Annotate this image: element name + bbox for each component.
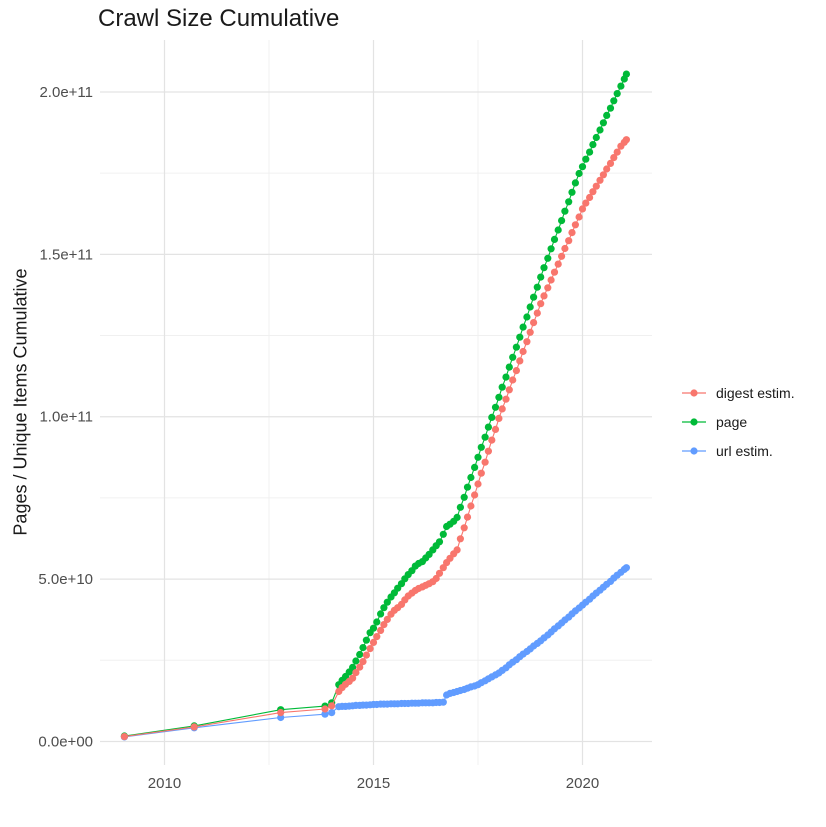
- legend-label-digest-estim: digest estim.: [716, 384, 795, 401]
- legend-key-icon-digest-estim: [682, 388, 706, 397]
- x-axis-tick-labels: 2010 2015 2020: [148, 775, 599, 792]
- legend-label-url-estim: url estim.: [716, 442, 773, 459]
- series-page: [120, 70, 631, 740]
- y-tick-label: 0.0e+00: [38, 733, 93, 750]
- legend: digest estim. page url estim.: [681, 378, 795, 465]
- legend-item-url-estim: url estim.: [681, 436, 795, 465]
- y-axis-tick-labels: 0.0e+00 5.0e+10 1.0e+11 1.5e+11 2.0e+11: [38, 84, 93, 750]
- y-tick-label: 1.0e+11: [39, 409, 93, 426]
- y-tick-label: 5.0e+10: [38, 571, 93, 588]
- series-line-url-estim: [124, 567, 627, 738]
- minor-gridlines: [100, 40, 652, 765]
- series-line-digest-estim: [124, 139, 627, 738]
- legend-key-icon-page: [682, 417, 706, 426]
- series-points-digest-estim: [120, 136, 631, 741]
- x-tick-label: 2015: [357, 775, 390, 792]
- major-gridlines: [100, 40, 652, 765]
- data-series: [120, 70, 631, 741]
- legend-label-page: page: [716, 413, 748, 430]
- series-url-estim: [120, 564, 631, 741]
- x-tick-label: 2010: [148, 775, 181, 792]
- legend-key-icon-url-estim: [682, 446, 706, 455]
- legend-item-digest-estim: digest estim.: [681, 378, 795, 407]
- x-tick-label: 2020: [566, 775, 599, 792]
- series-points-page: [120, 70, 631, 740]
- y-tick-label: 1.5e+11: [39, 246, 93, 263]
- y-tick-label: 2.0e+11: [39, 84, 93, 101]
- chart-title: Crawl Size Cumulative: [98, 5, 340, 32]
- series-digest-estim: [120, 136, 631, 741]
- legend-item-page: page: [681, 407, 795, 436]
- series-points-url-estim: [120, 564, 631, 741]
